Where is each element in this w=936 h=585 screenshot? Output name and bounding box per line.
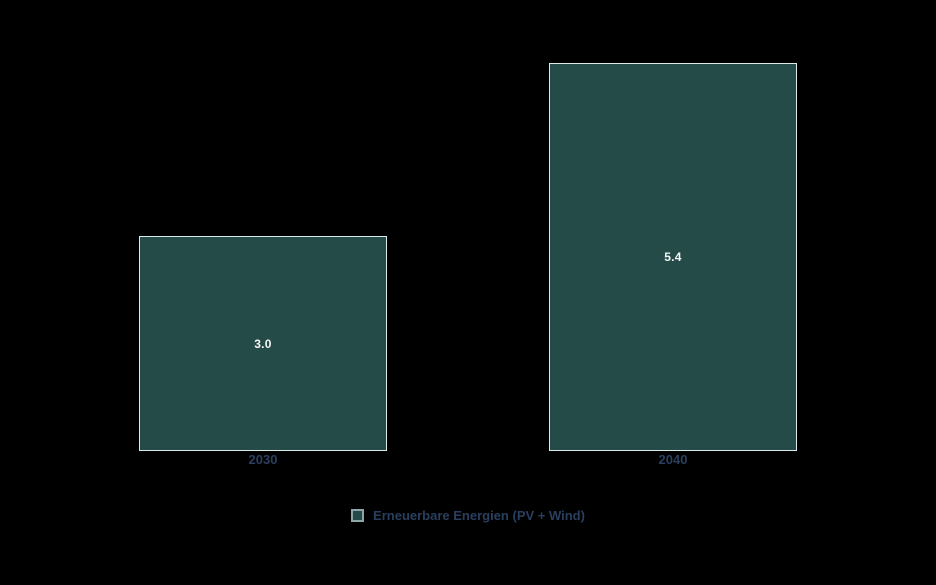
- bar-2040: 5.4: [549, 63, 797, 451]
- legend-marker-square-icon: [351, 509, 365, 522]
- legend: Erneuerbare Energien (PV + Wind): [0, 508, 936, 523]
- bar-value-label-2040: 5.4: [664, 250, 682, 264]
- x-axis-tick-2040: 2040: [658, 452, 688, 467]
- bar-value-label-2030: 3.0: [254, 336, 272, 351]
- x-axis-tick-2030: 2030: [248, 452, 278, 467]
- legend-label: Erneuerbare Energien (PV + Wind): [373, 508, 585, 523]
- bar-2030: 3.0: [139, 236, 387, 451]
